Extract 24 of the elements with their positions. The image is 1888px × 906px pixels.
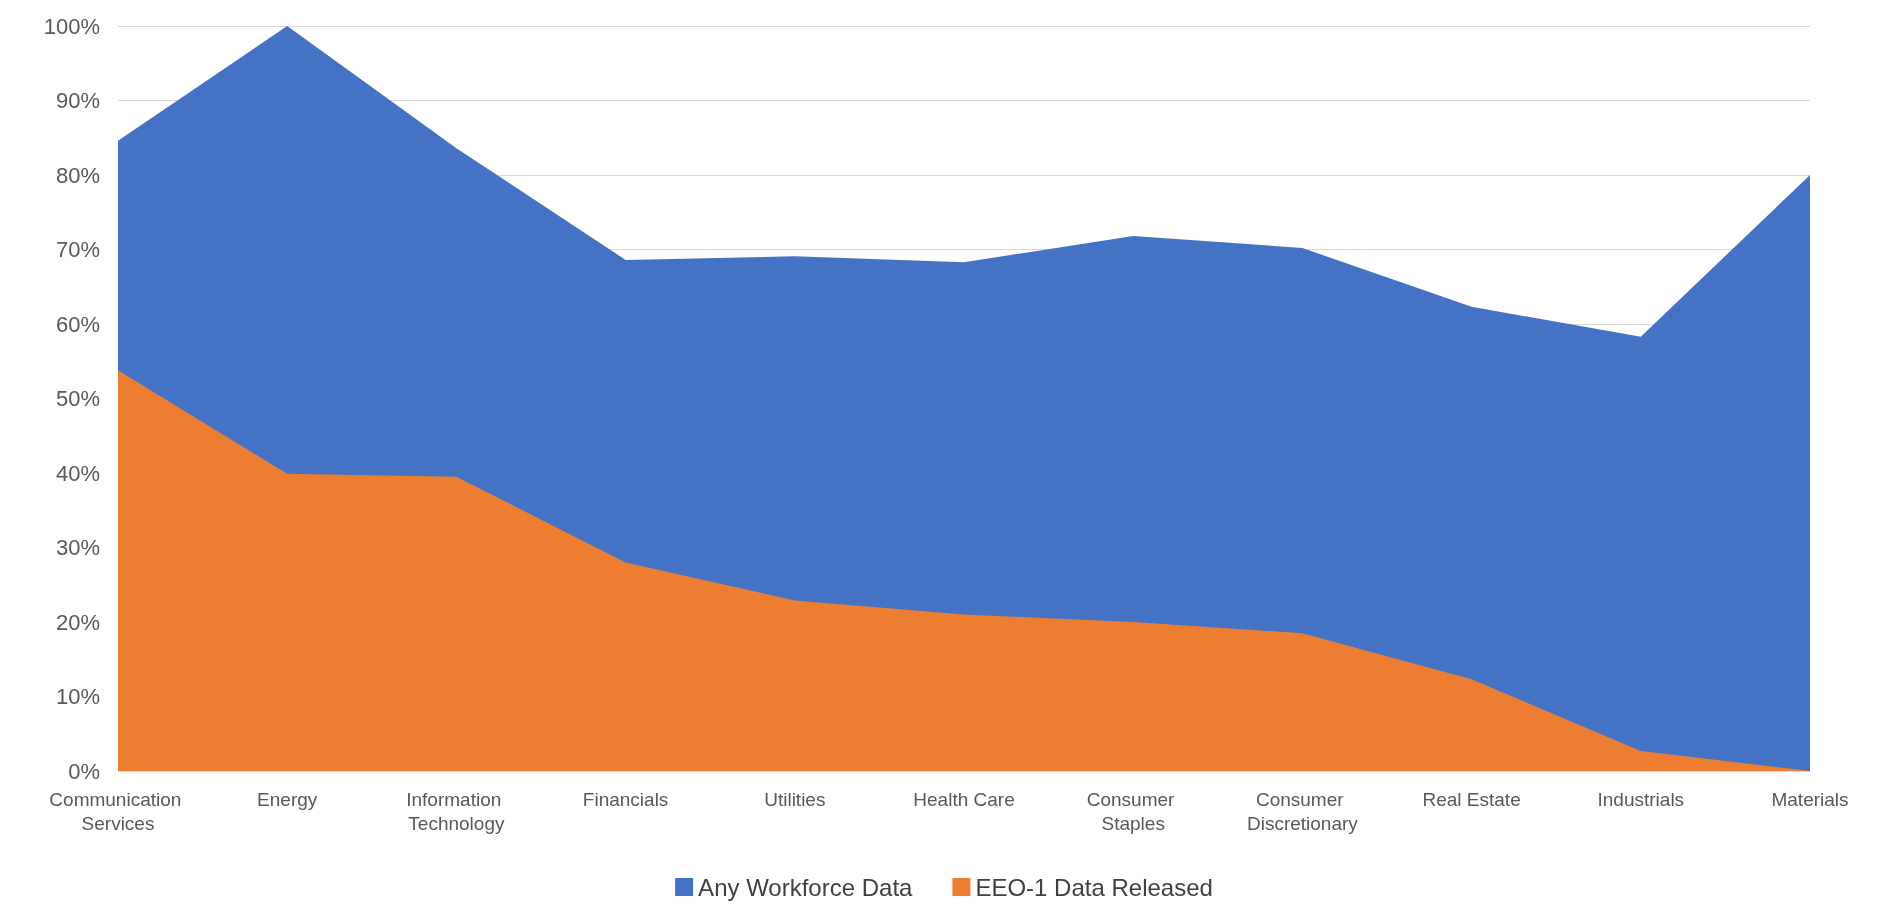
y-tick-label: 90% (55, 88, 100, 113)
x-tick-label: Health Care (913, 788, 1015, 810)
y-tick-label: 0% (68, 758, 100, 784)
y-tick-label: 40% (55, 460, 100, 486)
x-tick-label: Real Estate (1422, 788, 1521, 810)
x-tick-label: Consumer Staples (1086, 788, 1180, 834)
x-tick-label: Industrials (1597, 788, 1685, 810)
y-tick-label: 100% (43, 13, 100, 39)
x-tick-label: Information Technology (406, 788, 507, 834)
x-tick-label: Consumer Discretionary (1246, 788, 1359, 834)
y-tick-label: 10% (55, 684, 100, 709)
y-tick-label: 50% (55, 386, 100, 411)
x-tick-label: Financials (582, 788, 669, 810)
legend-label: EEO-1 Data Released (975, 873, 1213, 901)
y-tick-label: 30% (55, 535, 100, 560)
legend-label: Any Workforce Data (698, 873, 914, 901)
y-tick-label: 80% (55, 162, 100, 188)
x-tick-label: Energy (257, 788, 318, 810)
x-tick-label: Utilities (764, 788, 826, 810)
y-tick-label: 70% (55, 237, 100, 262)
y-tick-label: 20% (55, 609, 100, 635)
y-tick-label: 60% (55, 311, 100, 337)
x-tick-label: Materials (1771, 788, 1849, 810)
x-tick-label: Communication Services (49, 788, 187, 834)
